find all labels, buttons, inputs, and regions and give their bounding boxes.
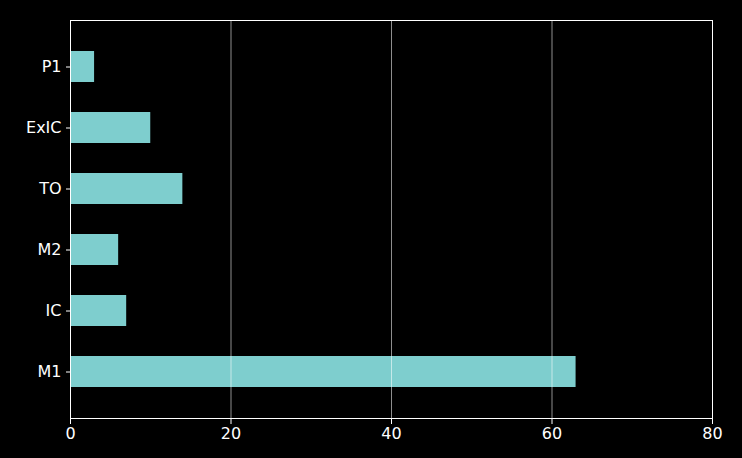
svg-text:M1: M1: [38, 362, 62, 381]
svg-text:60: 60: [542, 424, 562, 443]
svg-text:40: 40: [381, 424, 401, 443]
svg-text:P1: P1: [42, 57, 62, 76]
svg-text:0: 0: [65, 424, 75, 443]
svg-text:20: 20: [221, 424, 241, 443]
svg-text:ExIC: ExIC: [26, 118, 61, 137]
svg-text:IC: IC: [46, 301, 62, 320]
svg-text:M2: M2: [38, 240, 62, 259]
svg-text:80: 80: [702, 424, 722, 443]
svg-text:TO: TO: [38, 179, 61, 198]
